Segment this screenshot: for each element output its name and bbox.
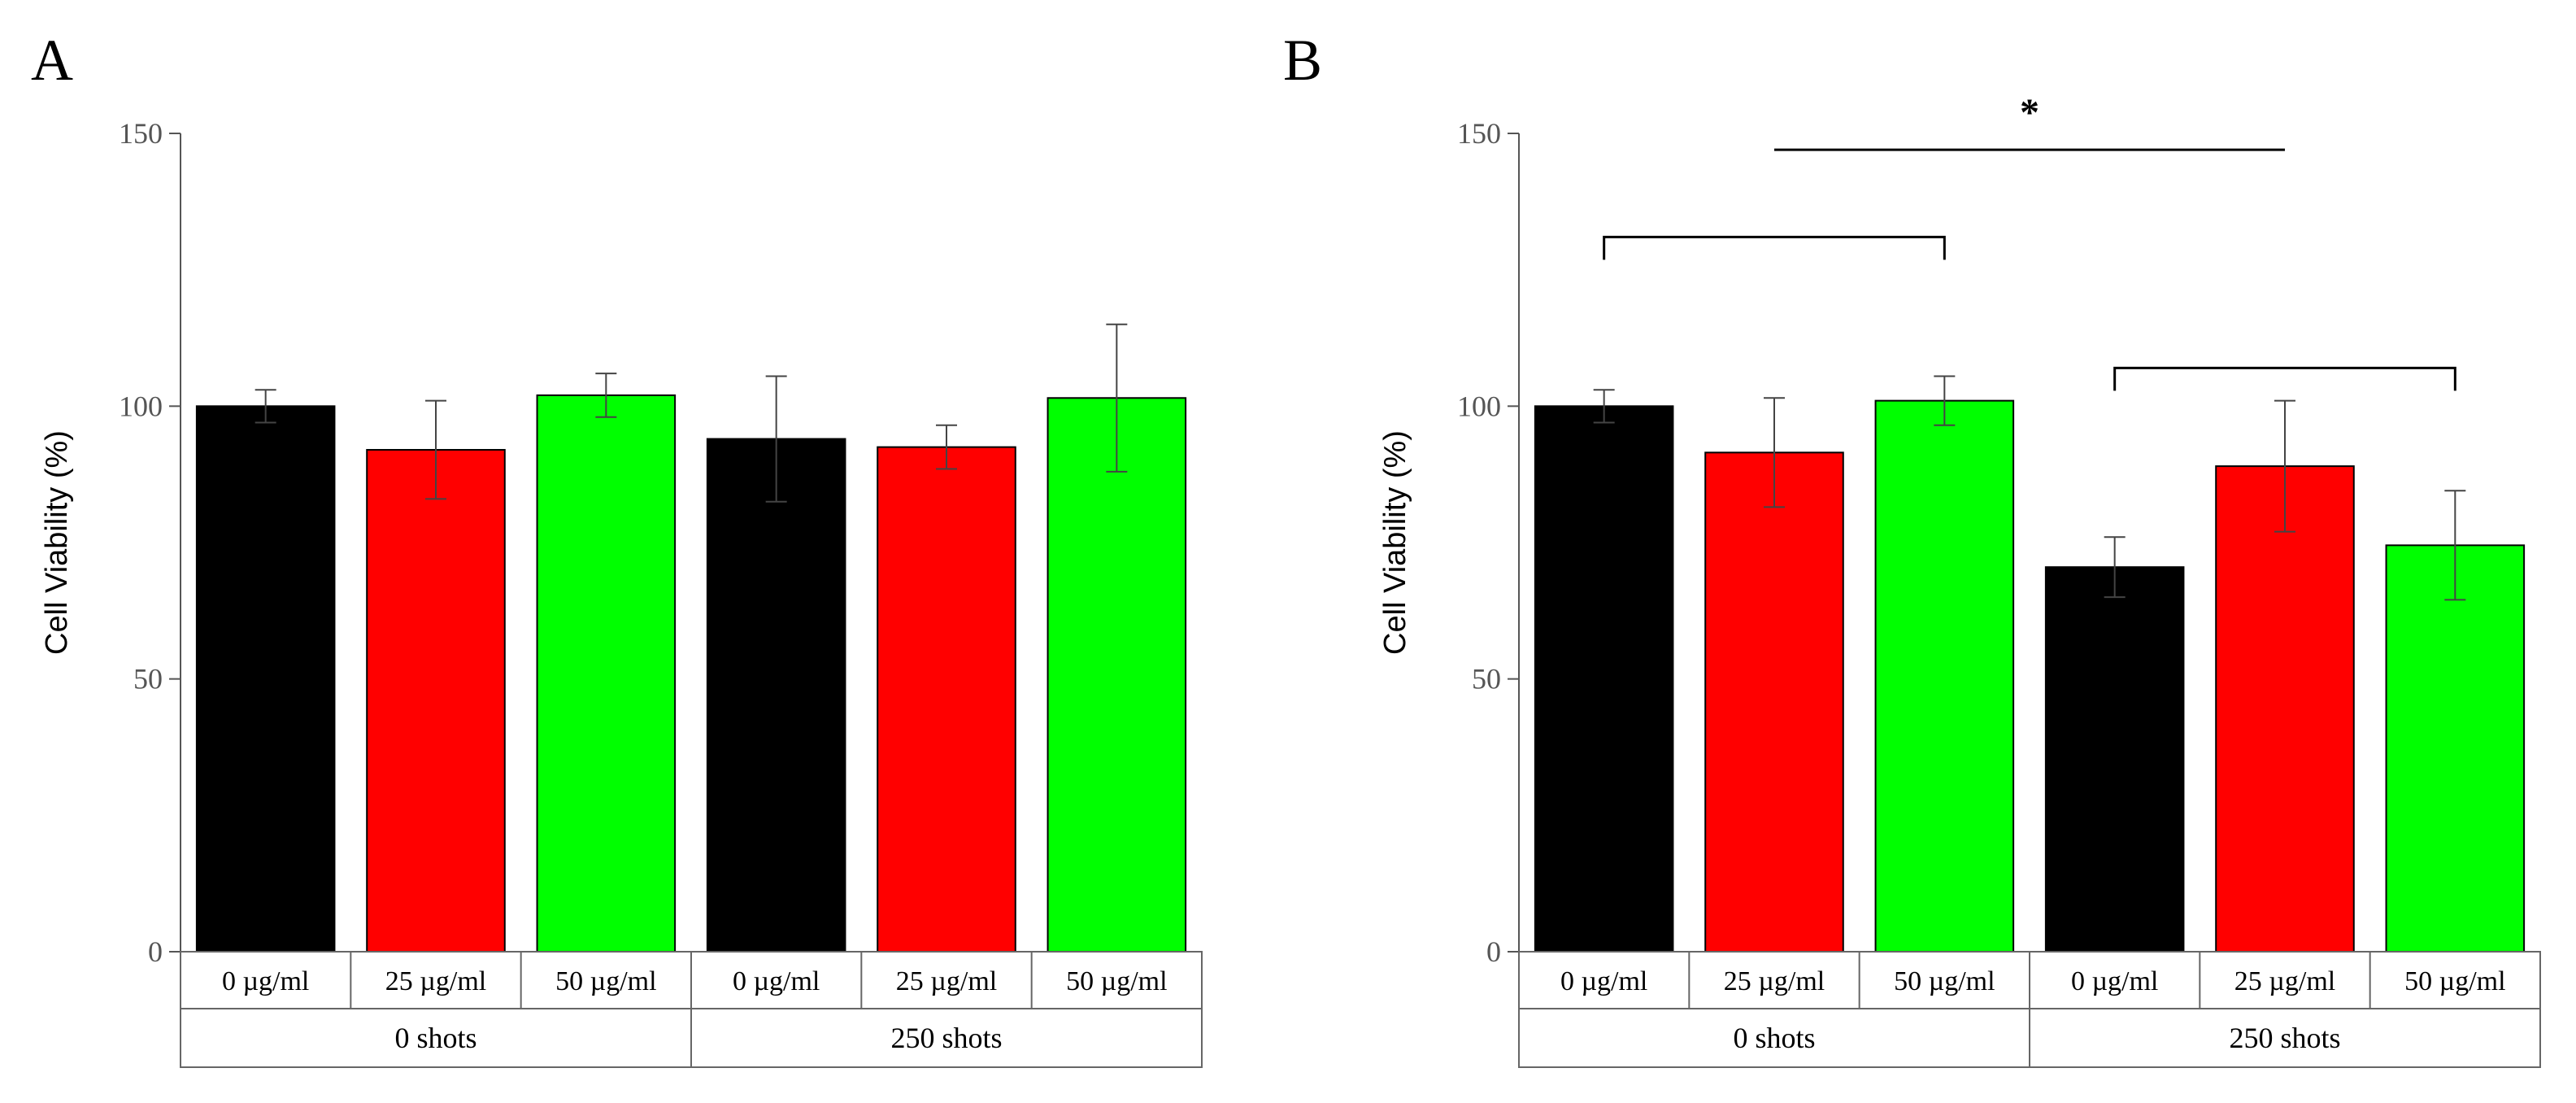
bar	[877, 446, 1016, 953]
y-axis-label: Cell Viability (%)	[1378, 430, 1412, 655]
y-tick-label: 50	[1472, 663, 1501, 695]
bar	[706, 438, 846, 953]
bar	[1874, 399, 2015, 953]
category-label: 0 µg/ml	[2071, 966, 2158, 996]
bar	[536, 394, 677, 953]
panel-a: A 0 50 100 150 Cell Viability (%) 0 µg/ml 25 µg…	[31, 28, 1203, 1068]
group-label: 250 shots	[2229, 1022, 2340, 1054]
panel-label: A	[31, 28, 73, 93]
category-label: 50 µg/ml	[555, 966, 656, 996]
y-tick-label: 50	[133, 663, 163, 695]
y-tick-label: 150	[1457, 117, 1501, 150]
significance-bracket	[2113, 366, 2456, 391]
panel-b: B 0 50 100 150 Cell Viability (%) 0 µg/ml 25 µg…	[1283, 28, 2541, 1068]
category-label: 50 µg/ml	[2404, 966, 2505, 996]
bar	[2044, 566, 2185, 953]
bar	[1704, 451, 1844, 953]
bar	[1046, 397, 1187, 953]
y-tick-label: 0	[1486, 935, 1501, 968]
y-tick-label: 0	[148, 935, 163, 968]
y-axis-label: Cell Viability (%)	[40, 430, 74, 655]
category-label: 25 µg/ml	[896, 966, 997, 996]
y-tick-label: 100	[119, 390, 163, 422]
category-label: 0 µg/ml	[1560, 966, 1647, 996]
bar	[2215, 465, 2355, 953]
group-label: 250 shots	[890, 1022, 1002, 1054]
category-label: 0 µg/ml	[733, 966, 820, 996]
bar	[195, 405, 336, 953]
category-label: 25 µg/ml	[385, 966, 486, 996]
bar	[366, 448, 506, 953]
category-label: 25 µg/ml	[1724, 966, 1825, 996]
bar	[2385, 544, 2526, 953]
category-label: 50 µg/ml	[1894, 966, 1995, 996]
category-label: 0 µg/ml	[222, 966, 309, 996]
y-tick-label: 100	[1457, 390, 1501, 422]
category-label: 25 µg/ml	[2234, 966, 2335, 996]
y-tick-label: 150	[119, 117, 163, 150]
group-label: 0 shots	[394, 1022, 476, 1054]
bar	[1534, 405, 1674, 953]
group-label: 0 shots	[1733, 1022, 1815, 1054]
panel-label: B	[1283, 28, 1322, 93]
category-label: 50 µg/ml	[1066, 966, 1167, 996]
significance-bracket	[1603, 235, 1946, 260]
significance-label: *	[2020, 91, 2039, 134]
